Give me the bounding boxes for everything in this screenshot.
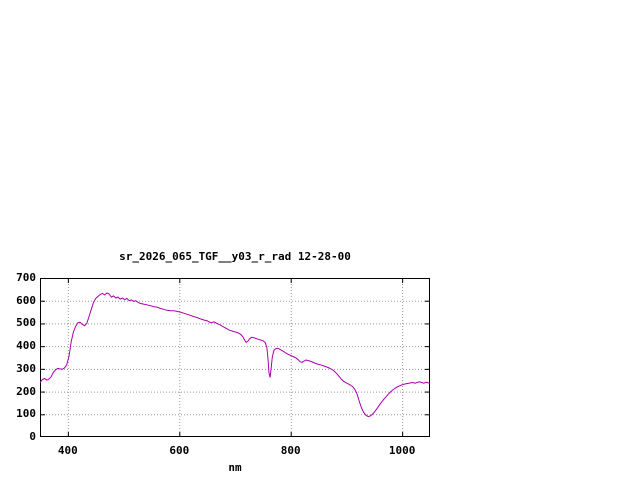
x-axis-tick-label: 800 — [280, 444, 301, 457]
y-axis-tick-label: 0 — [29, 430, 36, 443]
y-axis-tick-label: 700 — [16, 271, 36, 284]
data-line — [40, 292, 430, 418]
y-axis-tick-label: 500 — [16, 316, 36, 330]
y-axis-tick-label: 300 — [16, 361, 36, 375]
x-axis-tick-label: 600 — [169, 444, 190, 457]
plot-border — [40, 278, 430, 437]
x-axis-tick-label: 1000 — [388, 444, 416, 457]
plot-area — [40, 278, 430, 437]
y-axis-tick-label: 100 — [16, 407, 36, 421]
chart-title: sr_2026_065_TGF__y03_r_rad 12-28-00 — [119, 250, 351, 263]
y-axis-tick-label: 200 — [16, 384, 36, 398]
x-axis-label: nm — [228, 461, 242, 474]
y-axis-tick-label: 400 — [16, 339, 36, 353]
x-axis-tick-label: 400 — [57, 444, 78, 457]
y-axis-tick-label: 600 — [16, 293, 36, 307]
